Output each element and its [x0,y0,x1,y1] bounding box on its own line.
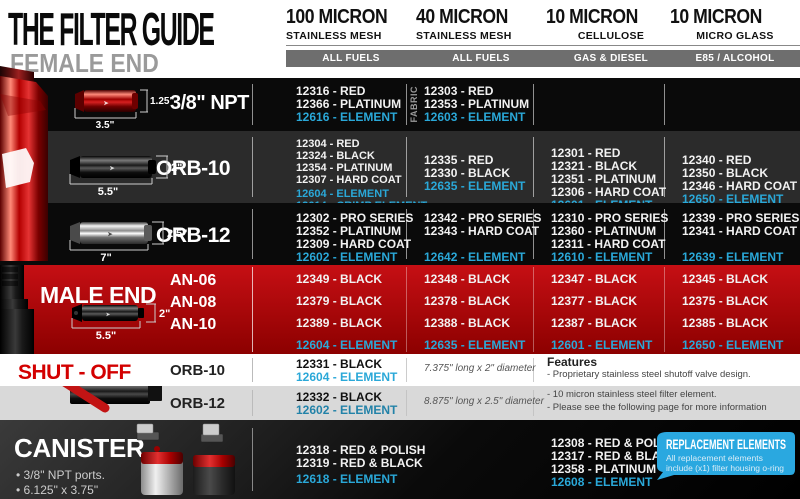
svg-text:2": 2" [159,308,170,320]
svg-text:REPLACEMENT ELEMENTS: REPLACEMENT ELEMENTS [666,437,786,452]
svg-text:5.5": 5.5" [98,186,119,198]
svg-text:5.5": 5.5" [96,330,117,342]
svg-text:2": 2" [171,162,182,174]
svg-text:include (x1) filter housing o-: include (x1) filter housing o-ring [666,463,784,473]
svg-text:3.5": 3.5" [96,120,115,131]
svg-text:2.5": 2.5" [167,228,188,240]
svg-text:All replacement elements: All replacement elements [666,453,763,463]
svg-text:1.25": 1.25" [150,96,174,107]
svg-text:7": 7" [100,252,111,264]
